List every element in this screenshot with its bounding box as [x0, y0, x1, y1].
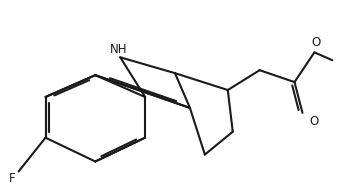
- Text: NH: NH: [110, 43, 127, 56]
- Text: O: O: [309, 115, 319, 128]
- Text: F: F: [9, 172, 16, 185]
- Text: O: O: [311, 36, 321, 49]
